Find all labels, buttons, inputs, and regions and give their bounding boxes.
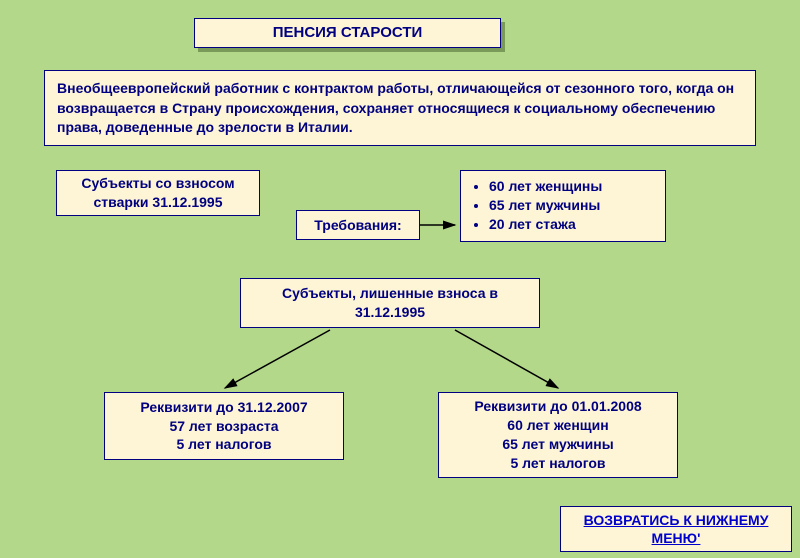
arrow-line-right [455, 330, 558, 388]
menu-link-text: ВОЗВРАТИСЬ К НИЖНЕМУ МЕНЮ' [584, 512, 769, 546]
arrow-line-left [225, 330, 330, 388]
arrow-to-requirements [0, 0, 800, 558]
back-to-menu-link[interactable]: ВОЗВРАТИСЬ К НИЖНЕМУ МЕНЮ' [560, 506, 792, 552]
